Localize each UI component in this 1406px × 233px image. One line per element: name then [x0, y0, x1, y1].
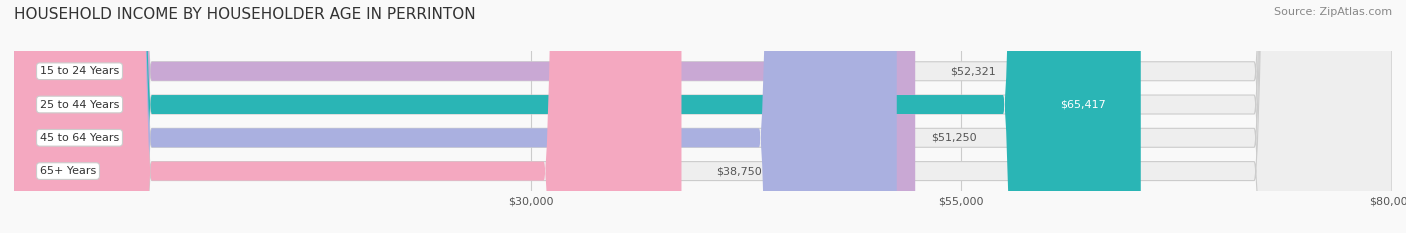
- Text: $65,417: $65,417: [1060, 99, 1107, 110]
- Text: HOUSEHOLD INCOME BY HOUSEHOLDER AGE IN PERRINTON: HOUSEHOLD INCOME BY HOUSEHOLDER AGE IN P…: [14, 7, 475, 22]
- Text: 15 to 24 Years: 15 to 24 Years: [39, 66, 120, 76]
- FancyBboxPatch shape: [14, 0, 1392, 233]
- FancyBboxPatch shape: [14, 0, 1140, 233]
- Text: $38,750: $38,750: [716, 166, 762, 176]
- FancyBboxPatch shape: [14, 0, 897, 233]
- Text: 45 to 64 Years: 45 to 64 Years: [39, 133, 120, 143]
- FancyBboxPatch shape: [14, 0, 915, 233]
- Text: 65+ Years: 65+ Years: [39, 166, 96, 176]
- FancyBboxPatch shape: [14, 0, 1392, 233]
- Text: $52,321: $52,321: [949, 66, 995, 76]
- Text: $51,250: $51,250: [931, 133, 977, 143]
- FancyBboxPatch shape: [14, 0, 1392, 233]
- FancyBboxPatch shape: [14, 0, 682, 233]
- FancyBboxPatch shape: [14, 0, 1392, 233]
- Text: 25 to 44 Years: 25 to 44 Years: [39, 99, 120, 110]
- Text: Source: ZipAtlas.com: Source: ZipAtlas.com: [1274, 7, 1392, 17]
